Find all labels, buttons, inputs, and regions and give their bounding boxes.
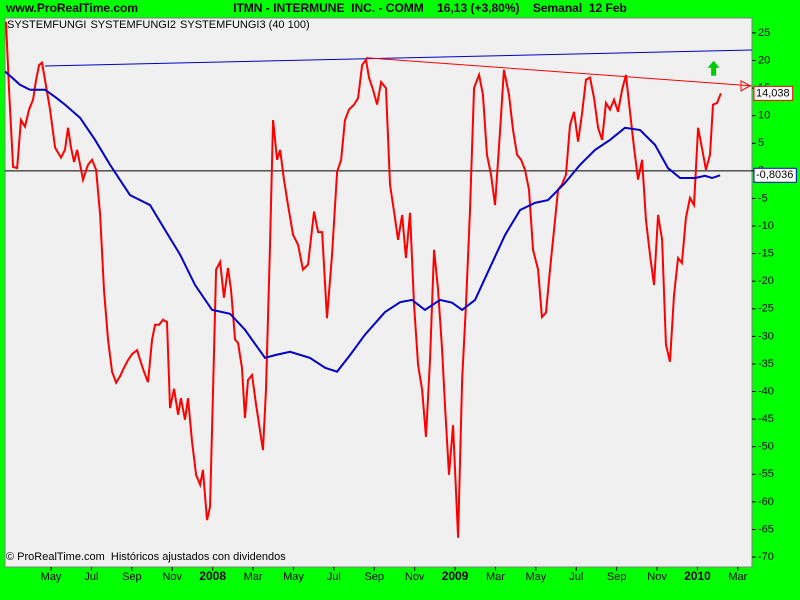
x-tick-label: Jul [569, 571, 583, 583]
chart-title: ITMN - INTERMUNE INC. - COMM 16,13 (+3,8… [233, 1, 627, 15]
y-tick-label: -40 [758, 385, 774, 397]
x-tick-label: 2010 [684, 569, 711, 583]
last-value-box [753, 85, 794, 101]
trend-arrow [740, 80, 752, 92]
x-tick-label: Sep [364, 571, 384, 583]
y-tick-label: -30 [758, 330, 774, 342]
legend-entry: SYSTEMFUNGI [7, 19, 86, 31]
x-tick-label: Jul [84, 571, 98, 583]
signal-arrow [707, 60, 720, 76]
y-tick-label: -45 [758, 413, 774, 425]
trend-line [44, 49, 753, 67]
y-tick-label: 5 [758, 137, 764, 149]
y-tick-label: 20 [758, 54, 770, 66]
x-tick-label: May [41, 571, 62, 583]
y-tick-label: -35 [758, 358, 774, 370]
y-tick-label: -10 [758, 220, 774, 232]
series-line [5, 21, 722, 538]
x-tick-label: Nov [405, 571, 425, 583]
x-tick-label: Mar [728, 571, 747, 583]
footer: © ProRealTime.com Históricos ajustados c… [6, 551, 286, 563]
y-tick-label: -20 [758, 275, 774, 287]
y-tick-label: -50 [758, 441, 774, 453]
last-value-label: -0,8036 [756, 169, 793, 181]
x-tick-label: 2009 [442, 569, 469, 583]
y-tick-label: -15 [758, 248, 774, 260]
x-tick-label: Nov [647, 571, 667, 583]
last-value-box [753, 167, 797, 183]
y-tick-label: -55 [758, 468, 774, 480]
x-tick-label: May [283, 571, 304, 583]
series-line [4, 70, 721, 373]
y-tick-label: -60 [758, 496, 774, 508]
trend-line [365, 57, 753, 87]
x-tick-label: Jul [327, 571, 341, 583]
x-tick-label: 2008 [199, 569, 226, 583]
legend-entry: SYSTEMFUNGI3 (40 100) [180, 19, 310, 31]
x-tick-label: Nov [162, 571, 182, 583]
plot-area [4, 17, 753, 568]
y-tick-label: 25 [758, 27, 770, 39]
x-tick-label: Mar [244, 571, 263, 583]
y-tick-label: -5 [758, 192, 768, 204]
y-tick-label: 10 [758, 110, 770, 122]
x-tick-label: Sep [607, 571, 627, 583]
x-tick-label: May [525, 571, 546, 583]
y-tick-label: -70 [758, 551, 774, 563]
legend-entry: SYSTEMFUNGI2 [90, 19, 176, 31]
y-tick-label: -25 [758, 303, 774, 315]
y-tick-label: -65 [758, 523, 774, 535]
x-tick-label: Mar [486, 571, 505, 583]
site-name: www.ProRealTime.com [5, 1, 138, 15]
x-tick-label: Sep [122, 571, 142, 583]
last-value-label: 14,038 [756, 87, 790, 99]
